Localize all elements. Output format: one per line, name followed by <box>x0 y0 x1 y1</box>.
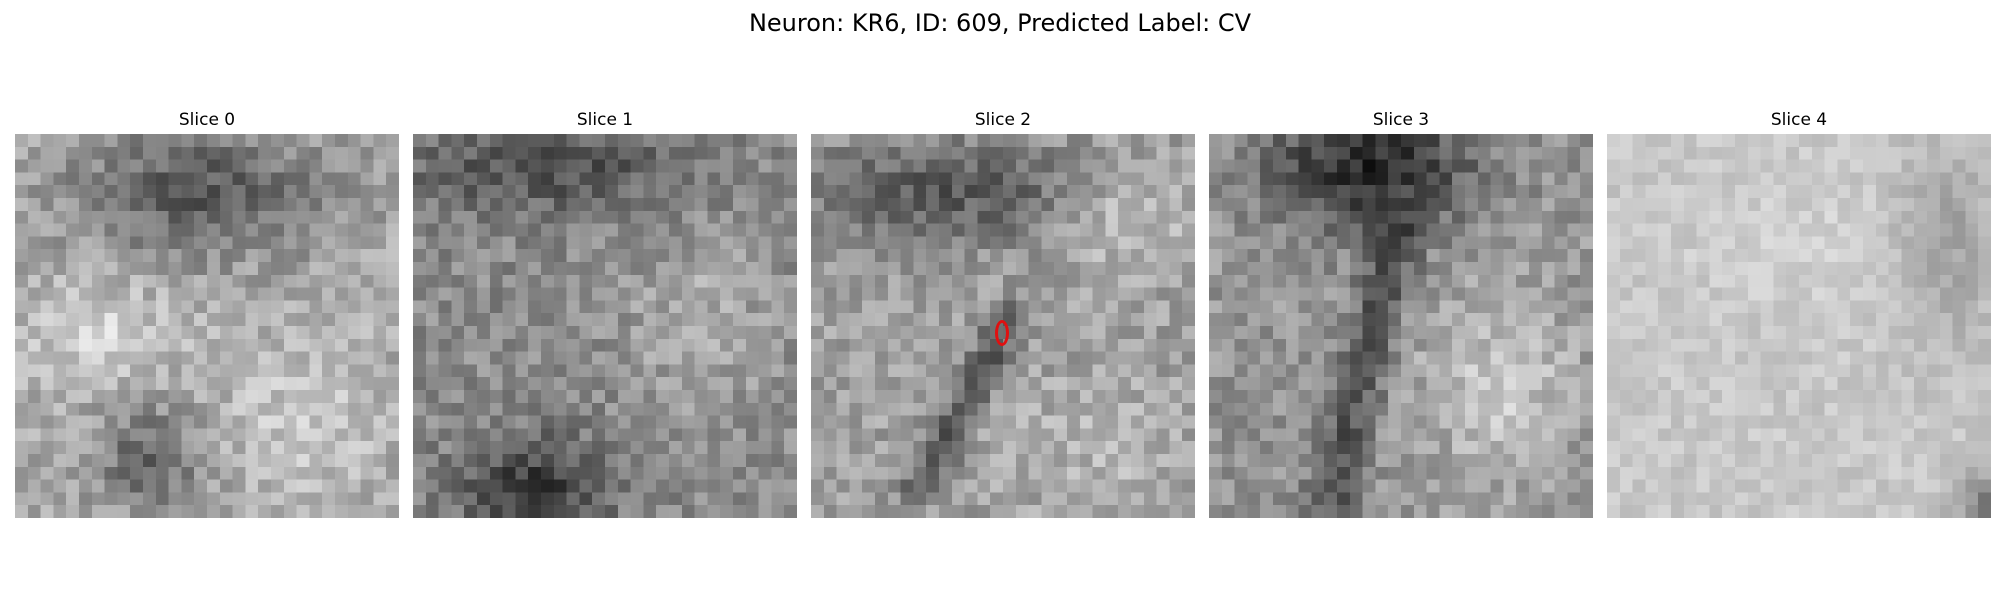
slice-canvas <box>15 134 399 518</box>
neuron-marker <box>995 320 1009 346</box>
slice-canvas <box>1607 134 1991 518</box>
slice-title: Slice 3 <box>1372 110 1430 130</box>
slice-title: Slice 0 <box>178 110 236 130</box>
slice-panel-0: Slice 0 <box>15 108 399 518</box>
figure-title: Neuron: KR6, ID: 609, Predicted Label: C… <box>748 9 1252 37</box>
slice-panel-2: Slice 2 <box>811 108 1195 518</box>
slice-image <box>1607 134 1991 518</box>
slice-title: Slice 1 <box>576 110 634 130</box>
slice-title: Slice 4 <box>1770 110 1828 130</box>
slice-title: Slice 2 <box>974 110 1032 130</box>
slice-image <box>811 134 1195 518</box>
slice-image <box>413 134 797 518</box>
slice-panel-4: Slice 4 <box>1607 108 1991 518</box>
slice-canvas <box>413 134 797 518</box>
slice-panel-3: Slice 3 <box>1209 108 1593 518</box>
slice-image <box>15 134 399 518</box>
slice-panel-1: Slice 1 <box>413 108 797 518</box>
slice-canvas <box>1209 134 1593 518</box>
slice-image <box>1209 134 1593 518</box>
